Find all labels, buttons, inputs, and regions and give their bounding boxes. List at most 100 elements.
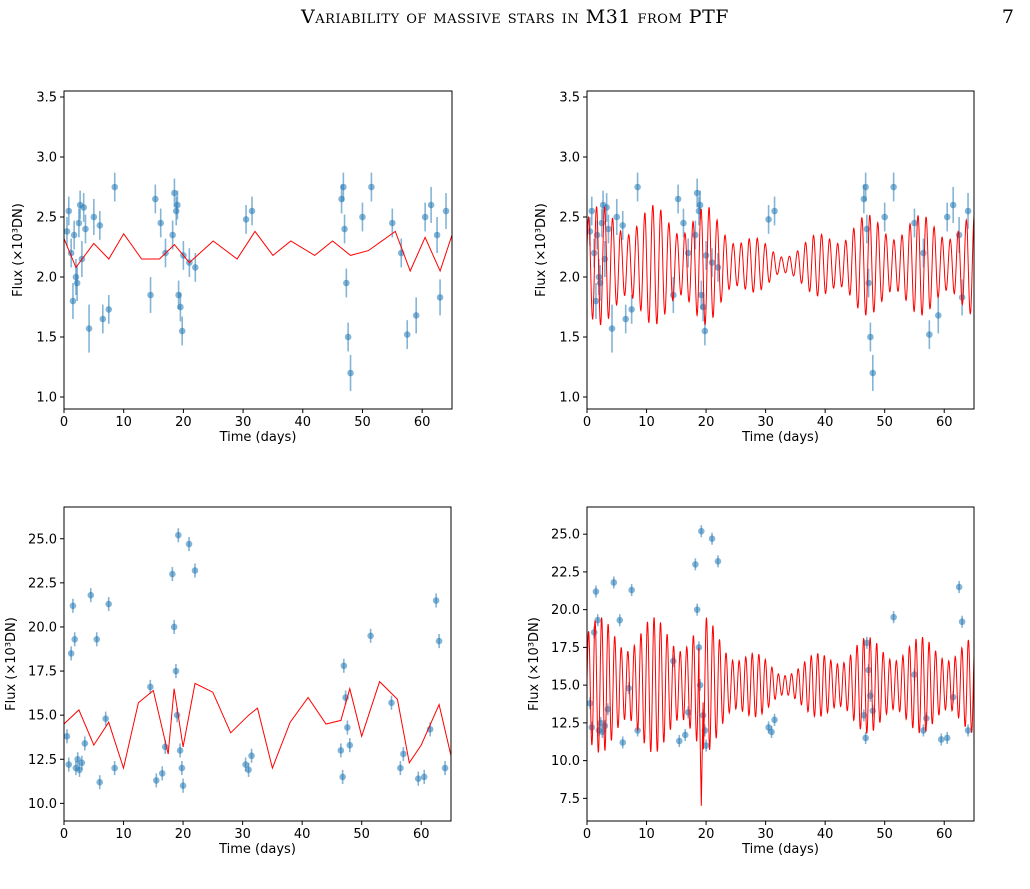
data-point [93, 636, 101, 643]
x-tick-label: 30 [234, 827, 251, 842]
data-point [881, 213, 888, 221]
x-tick-label: 60 [936, 827, 953, 842]
data-point [432, 597, 440, 604]
data-point [191, 567, 199, 574]
page-header: Variability of massive stars in M31 from… [0, 0, 1030, 40]
x-tick-label: 50 [354, 415, 371, 430]
plot-frame [63, 506, 452, 822]
y-tick-label: 3.0 [559, 151, 580, 166]
data-point [85, 325, 93, 332]
data-point [937, 736, 945, 743]
data-point [590, 249, 598, 257]
data-point [436, 294, 444, 301]
data-point [367, 632, 374, 640]
data-point [343, 279, 350, 287]
data-point [674, 195, 682, 203]
data-point [592, 588, 600, 595]
data-point [958, 618, 966, 626]
data-point [339, 773, 346, 781]
x-tick-label: 30 [757, 827, 774, 842]
data-point [865, 279, 872, 287]
x-tick-label: 40 [294, 827, 311, 842]
data-point [435, 637, 443, 645]
plot-frame [586, 506, 975, 822]
x-tick-label: 60 [936, 415, 953, 430]
data-point [869, 369, 877, 377]
data-point [708, 535, 716, 543]
data-point [587, 699, 594, 707]
data-point [157, 219, 165, 227]
data-point [65, 761, 73, 768]
y-tick-label: 22.5 [551, 565, 580, 580]
data-point [433, 231, 441, 239]
y-tick-label: 10.0 [551, 754, 580, 769]
x-tick-label: 10 [638, 415, 655, 430]
data-point [768, 728, 775, 736]
data-point [695, 644, 703, 651]
data-point [64, 733, 71, 740]
data-point [177, 303, 184, 311]
data-point [99, 315, 107, 323]
data-point [152, 777, 160, 784]
data-point [170, 623, 178, 631]
data-point [172, 667, 180, 675]
y-tick-label: 20.0 [28, 620, 57, 635]
y-tick-label: 1.0 [36, 391, 57, 406]
data-point [73, 279, 81, 287]
data-point [427, 201, 435, 209]
data-point [601, 722, 609, 730]
y-tick-label: 22.5 [28, 576, 57, 591]
data-point [681, 731, 689, 739]
y-tick-label: 17.5 [551, 641, 580, 656]
data-point [421, 213, 429, 221]
data-point [765, 216, 772, 223]
data-point [71, 636, 79, 643]
y-tick-label: 3.0 [36, 151, 57, 166]
data-point [347, 369, 354, 377]
data-point [169, 231, 176, 239]
data-point [714, 558, 722, 565]
data-point [911, 219, 918, 227]
data-point [702, 742, 710, 749]
data-point [82, 225, 89, 233]
data-points [64, 528, 449, 793]
data-point [75, 219, 83, 227]
data-point [862, 734, 869, 742]
data-point [65, 207, 73, 215]
data-point [943, 213, 951, 221]
data-point [69, 297, 77, 305]
data-point [684, 709, 692, 716]
data-point [692, 231, 699, 239]
x-axis-label: Time (days) [741, 430, 819, 445]
data-point [622, 315, 629, 323]
data-point [696, 201, 704, 209]
x-tick-label: 0 [60, 827, 68, 842]
data-point [964, 727, 972, 734]
data-point [102, 715, 109, 722]
data-point [179, 782, 187, 790]
data-point [708, 259, 716, 266]
chart-panel-bottom-right: 0 10 20 30 40 50 60 7.5 10.0 12.5 15.0 17.5 20.0 22.5… [527, 506, 975, 857]
data-point [613, 213, 621, 221]
data-point [862, 183, 869, 191]
data-point [242, 216, 250, 223]
data-point [147, 291, 154, 299]
x-axis-label: Time (days) [218, 842, 296, 857]
data-point [105, 600, 112, 608]
data-point [693, 189, 701, 197]
data-point [64, 228, 71, 235]
data-point [698, 527, 705, 535]
data-point [242, 761, 249, 768]
y-tick-label: 20.0 [551, 603, 580, 618]
x-tick-label: 10 [115, 415, 132, 430]
data-points [64, 172, 450, 391]
data-point [412, 312, 420, 319]
data-point [958, 294, 966, 301]
x-tick-label: 30 [235, 415, 252, 430]
data-point [890, 183, 897, 191]
x-tick-label: 20 [698, 827, 715, 842]
data-point [680, 219, 687, 227]
data-point [389, 219, 396, 227]
data-point [96, 222, 104, 229]
